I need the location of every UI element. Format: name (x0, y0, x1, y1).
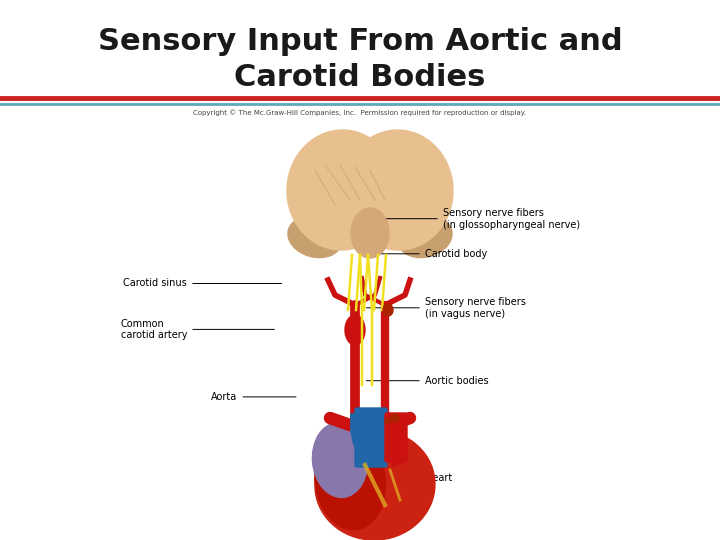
Text: Carotid sinus: Carotid sinus (123, 279, 282, 288)
Text: Carotid body: Carotid body (366, 249, 487, 259)
Ellipse shape (287, 130, 397, 250)
Text: Aortic bodies: Aortic bodies (366, 376, 488, 386)
Ellipse shape (383, 304, 393, 316)
Text: Aorta: Aorta (212, 392, 296, 402)
Ellipse shape (345, 315, 365, 345)
Ellipse shape (315, 430, 435, 540)
Ellipse shape (312, 423, 368, 497)
Ellipse shape (385, 418, 391, 424)
Ellipse shape (391, 414, 399, 422)
Text: Heart: Heart (366, 473, 452, 483)
FancyBboxPatch shape (385, 413, 407, 462)
Text: Sensory nerve fibers
(in vagus nerve): Sensory nerve fibers (in vagus nerve) (366, 297, 526, 319)
Ellipse shape (288, 217, 342, 258)
Ellipse shape (343, 130, 453, 250)
Text: Copyright © The Mc.Graw-Hill Companies, Inc.  Permission required for reproducti: Copyright © The Mc.Graw-Hill Companies, … (194, 110, 526, 116)
Ellipse shape (351, 208, 389, 258)
FancyBboxPatch shape (355, 408, 387, 467)
Text: Sensory Input From Aortic and: Sensory Input From Aortic and (98, 28, 622, 57)
Ellipse shape (398, 217, 452, 258)
Ellipse shape (315, 430, 385, 530)
Text: Sensory nerve fibers
(in glossopharyngeal nerve): Sensory nerve fibers (in glossopharyngea… (366, 208, 580, 230)
Text: Common
carotid artery: Common carotid artery (121, 319, 274, 340)
Text: Carotid Bodies: Carotid Bodies (234, 64, 486, 92)
